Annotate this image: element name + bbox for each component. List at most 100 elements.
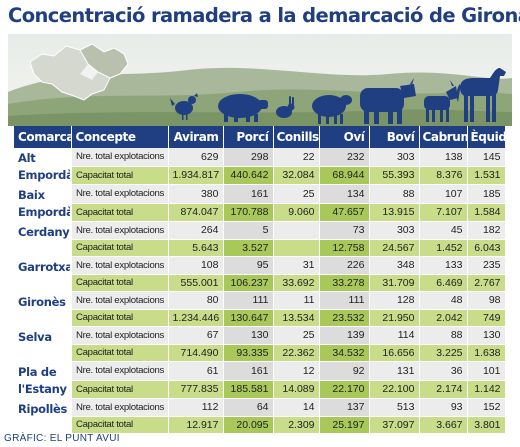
value-cell: 1.234.446	[168, 309, 224, 327]
value-cell: 22	[273, 148, 320, 167]
value-cell: 182	[467, 221, 506, 240]
value-cell: 555.001	[168, 274, 224, 292]
sheep-icon	[312, 95, 352, 124]
value-cell: 47.657	[319, 203, 370, 222]
value-cell: 298	[223, 148, 274, 167]
value-cell: 68.944	[319, 166, 370, 186]
value-cell: 67	[168, 326, 224, 345]
value-cell: 3.225	[419, 344, 468, 362]
cow-icon	[360, 78, 416, 124]
value-cell: 45	[419, 221, 468, 240]
value-cell: 32.084	[273, 166, 320, 186]
value-cell: 20.095	[223, 416, 274, 434]
goat-icon	[424, 80, 458, 122]
page-title: Concentració ramadera a la demarcació de…	[8, 4, 520, 27]
value-cell: 31	[273, 256, 320, 275]
header-equids: Èquids	[467, 126, 506, 148]
value-cell: 13.534	[273, 309, 320, 327]
value-cell: 348	[369, 256, 420, 275]
value-cell: 145	[467, 148, 506, 167]
value-cell: 3.527	[223, 239, 274, 257]
comarca-cell: Cerdanya	[14, 221, 72, 257]
value-cell: 73	[319, 221, 370, 240]
table-row: Capacitat total 777.835 185.581 14.089 22.17…	[14, 380, 506, 399]
concept-cell: Nre. total explotacions	[71, 291, 169, 310]
value-cell: 48	[419, 291, 468, 310]
value-cell: 23.532	[319, 309, 370, 327]
value-cell: 1.934.817	[168, 166, 224, 186]
value-cell: 8.376	[419, 166, 468, 186]
table-row: Alt Empordà Nre. total explotacions 629 298…	[14, 148, 506, 185]
credit-footer: GRÀFIC: EL PUNT AVUI	[4, 433, 120, 444]
value-cell: 21.950	[369, 309, 420, 327]
value-cell: 61	[168, 361, 224, 381]
value-cell: 303	[369, 148, 420, 167]
value-cell: 95	[223, 256, 274, 275]
concept-cell: Nre. total explotacions	[71, 361, 169, 381]
value-cell: 13.915	[369, 203, 420, 222]
value-cell: 185	[467, 184, 506, 204]
value-cell: 37.097	[369, 416, 420, 434]
value-cell: 1.584	[467, 203, 506, 222]
table-row: Ripollès Nre. total explotacions 112 64 14 13…	[14, 398, 506, 434]
table-row: Capacitat total 1.934.817 440.642 32.084 68.…	[14, 166, 506, 186]
comarca-cell: Pla de l'Estany	[14, 361, 72, 399]
value-cell: 14.089	[273, 380, 320, 399]
value-cell: 114	[369, 326, 420, 345]
value-cell: 55.393	[369, 166, 420, 186]
table-row: Garrotxa Nre. total explotacions 108 95 31 22…	[14, 256, 506, 292]
value-cell: 22.100	[369, 380, 420, 399]
value-cell: 9.060	[273, 203, 320, 222]
concept-cell: Nre. total explotacions	[71, 148, 169, 167]
value-cell: 88	[369, 184, 420, 204]
value-cell: 2.174	[419, 380, 468, 399]
table-row: Pla de l'Estany Nre. total explotacions 61…	[14, 361, 506, 399]
header-porci: Porcí	[223, 126, 274, 148]
table-row: Gironès Nre. total explotacions 80 111 11 111…	[14, 291, 506, 327]
value-cell: 12.917	[168, 416, 224, 434]
value-cell: 1.452	[419, 239, 468, 257]
table-row: Selva Nre. total explotacions 67 130 25 139 11…	[14, 326, 506, 362]
value-cell: 33.692	[273, 274, 320, 292]
comarca-cell: Ripollès	[14, 398, 72, 434]
value-cell: 1.142	[467, 380, 506, 399]
value-cell: 5.643	[168, 239, 224, 257]
value-cell: 714.490	[168, 344, 224, 362]
horse-icon	[456, 68, 506, 122]
concept-cell: Capacitat total	[71, 166, 169, 186]
value-cell: 25	[273, 184, 320, 204]
comarca-cell: Baix Empordà	[14, 184, 72, 222]
value-cell: 226	[319, 256, 370, 275]
value-cell: 7.107	[419, 203, 468, 222]
value-cell: 2.309	[273, 416, 320, 434]
value-cell: 133	[419, 256, 468, 275]
value-cell: 874.047	[168, 203, 224, 222]
header-cabrum: Cabrum	[419, 126, 468, 148]
value-cell: 24.567	[369, 239, 420, 257]
rabbit-icon	[276, 96, 295, 118]
table-row: Capacitat total 874.047 170.788 9.060 47.657…	[14, 203, 506, 222]
value-cell: 161	[223, 184, 274, 204]
concept-cell: Capacitat total	[71, 380, 169, 399]
concept-cell: Capacitat total	[71, 274, 169, 292]
value-cell: 303	[369, 221, 420, 240]
table-row: Capacitat total 555.001 106.237 33.692 33.27…	[14, 274, 506, 292]
catalonia-map-icon	[29, 43, 129, 101]
value-cell: 11	[273, 291, 320, 310]
value-cell: 107	[419, 184, 468, 204]
comarca-cell: Gironès	[14, 291, 72, 327]
value-cell: 6.469	[419, 274, 468, 292]
table-row: Capacitat total 5.643 3.527 12.758 24.567 1.4…	[14, 239, 506, 257]
header-aviram: Aviram	[168, 126, 224, 148]
value-cell: 513	[369, 398, 420, 417]
concept-cell: Capacitat total	[71, 416, 169, 434]
table-body: Alt Empordà Nre. total explotacions 629 298…	[14, 148, 506, 434]
value-cell: 111	[223, 291, 274, 310]
value-cell: 108	[168, 256, 224, 275]
value-cell: 2.042	[419, 309, 468, 327]
illustration	[8, 34, 512, 126]
table-row: Capacitat total 714.490 93.335 22.362 34.532…	[14, 344, 506, 362]
value-cell: 64	[223, 398, 274, 417]
value-cell: 88	[419, 326, 468, 345]
comarca-cell: Garrotxa	[14, 256, 72, 292]
